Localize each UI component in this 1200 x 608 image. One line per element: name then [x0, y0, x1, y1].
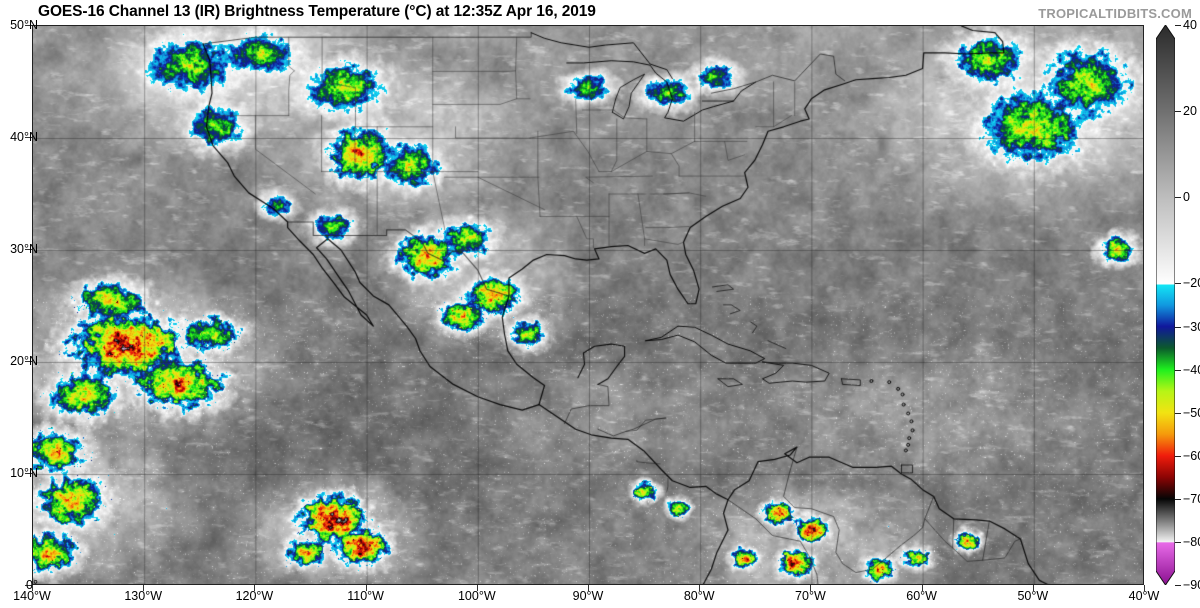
longitude-tick-label: 70°W [795, 589, 826, 603]
longitude-tick-label: 120°W [235, 589, 274, 603]
colorbar-tick-label: −20 [1183, 276, 1200, 291]
longitude-tick [476, 585, 478, 591]
colorbar-tick [1175, 111, 1181, 113]
longitude-tick-label: 90°W [572, 589, 604, 603]
longitude-tick-label: 130°W [124, 589, 163, 603]
longitude-tick-label: 50°W [1017, 589, 1049, 603]
longitude-tick [699, 585, 701, 591]
longitude-tick [1032, 585, 1034, 591]
longitude-tick [921, 585, 923, 591]
colorbar-tick [1175, 283, 1181, 285]
longitude-tick [32, 585, 33, 591]
longitude-tick-label: 140°W [13, 589, 51, 603]
longitude-tick-label: 110°W [347, 589, 384, 603]
colorbar-tick [1175, 25, 1181, 26]
colorbar-tick [1175, 541, 1181, 543]
colorbar-tick [1175, 369, 1181, 371]
latitude-tick [25, 585, 32, 586]
page-title: GOES-16 Channel 13 (IR) Brightness Tempe… [38, 3, 596, 20]
colorbar-tick-label: −90 [1183, 578, 1200, 592]
colorbar-tick-label: 40 [1183, 18, 1197, 32]
watermark-attribution: TROPICALTIDBITS.COM [1038, 6, 1192, 21]
longitude-tick [588, 585, 589, 591]
colorbar-tick [1175, 412, 1181, 414]
colorbar-tick-label: −70 [1183, 491, 1200, 506]
longitude-tick [1144, 585, 1145, 591]
latitude-tick [25, 25, 32, 26]
latitude-tick [25, 249, 32, 250]
colorbar-tick-label: −80 [1183, 534, 1200, 549]
colorbar-gradient [1156, 25, 1175, 585]
colorbar-tick [1175, 197, 1181, 199]
colorbar-tick [1175, 585, 1181, 586]
longitude-tick-label: 40°W [1128, 589, 1160, 603]
latitude-tick [25, 473, 32, 474]
longitude-tick [254, 585, 256, 591]
colorbar-tick-label: −50 [1183, 405, 1200, 420]
satellite-map[interactable] [32, 25, 1144, 585]
colorbar-tick-label: 20 [1183, 104, 1197, 119]
colorbar-tick-label: −40 [1183, 362, 1200, 377]
colorbar-tick [1175, 498, 1181, 500]
latitude-tick-label: 50°N [10, 18, 38, 32]
longitude-tick [365, 585, 367, 591]
longitude-tick-label: 60°W [906, 589, 937, 603]
title-bar: GOES-16 Channel 13 (IR) Brightness Tempe… [0, 0, 1200, 25]
colorbar-tick [1175, 326, 1181, 328]
latitude-tick [25, 361, 32, 362]
colorbar-tick-label: −30 [1183, 319, 1200, 334]
longitude-tick [143, 585, 145, 591]
longitude-tick-label: 100°W [457, 589, 496, 603]
longitude-tick-label: 80°W [683, 589, 715, 603]
temperature-colorbar [1156, 25, 1175, 585]
latitude-tick [25, 137, 32, 138]
colorbar-tick-label: 0 [1183, 190, 1190, 205]
latitude-tick-label: 40°N [10, 130, 38, 144]
colorbar-tick-label: −60 [1183, 448, 1200, 463]
longitude-tick [810, 585, 812, 591]
latitude-tick-label: 10°N [10, 466, 38, 480]
satellite-image-canvas[interactable] [33, 26, 1143, 584]
latitude-tick-label: 20°N [10, 354, 38, 368]
colorbar-tick [1175, 455, 1181, 457]
latitude-tick-label: 30°N [10, 242, 38, 256]
